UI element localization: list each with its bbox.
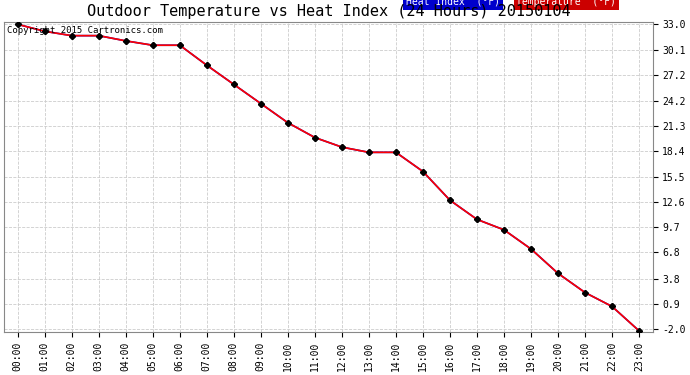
Title: Outdoor Temperature vs Heat Index (24 Hours) 20150104: Outdoor Temperature vs Heat Index (24 Ho… bbox=[86, 4, 570, 19]
Text: Copyright 2015 Cartronics.com: Copyright 2015 Cartronics.com bbox=[8, 26, 164, 35]
Text: Heat Index  (°F): Heat Index (°F) bbox=[406, 0, 500, 7]
Text: Temperature  (°F): Temperature (°F) bbox=[516, 0, 616, 7]
